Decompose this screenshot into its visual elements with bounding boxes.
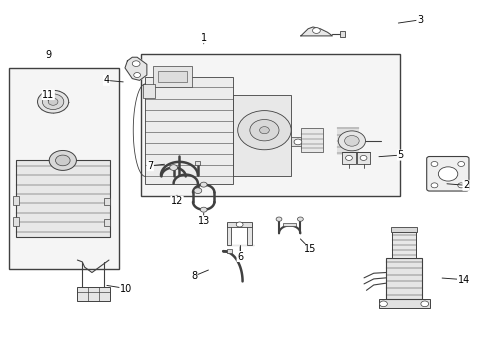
Bar — [391, 227, 417, 231]
Bar — [342, 152, 356, 164]
Bar — [226, 222, 252, 227]
Circle shape — [38, 90, 69, 113]
Bar — [392, 231, 416, 258]
Circle shape — [43, 94, 64, 109]
Circle shape — [297, 217, 303, 221]
Circle shape — [132, 61, 140, 67]
Bar — [291, 137, 308, 146]
Bar — [104, 219, 110, 226]
Text: 12: 12 — [171, 196, 183, 206]
Circle shape — [421, 301, 429, 307]
Bar — [233, 95, 291, 176]
Circle shape — [345, 156, 352, 161]
Circle shape — [250, 120, 279, 141]
Bar — [141, 54, 400, 196]
Text: 4: 4 — [103, 75, 110, 85]
Circle shape — [431, 162, 438, 166]
Polygon shape — [125, 57, 147, 80]
Circle shape — [458, 183, 465, 188]
Bar — [227, 249, 232, 253]
Circle shape — [260, 127, 270, 134]
Circle shape — [431, 183, 438, 188]
Circle shape — [170, 165, 177, 170]
Circle shape — [313, 28, 320, 33]
Bar — [386, 258, 422, 299]
Bar — [196, 161, 200, 165]
Bar — [143, 84, 155, 98]
Text: 5: 5 — [397, 150, 404, 160]
Circle shape — [360, 156, 367, 161]
Circle shape — [55, 155, 70, 166]
Bar — [283, 223, 296, 226]
FancyBboxPatch shape — [427, 157, 469, 191]
Circle shape — [338, 131, 366, 151]
Text: 8: 8 — [191, 271, 197, 281]
Bar — [153, 66, 192, 87]
Text: 11: 11 — [42, 90, 54, 100]
Bar — [226, 224, 231, 245]
Bar — [16, 161, 110, 237]
Bar — [337, 127, 359, 155]
Bar — [146, 77, 233, 184]
Bar — [77, 287, 110, 301]
Circle shape — [49, 150, 76, 170]
Bar — [379, 299, 430, 308]
Circle shape — [200, 207, 207, 212]
Bar — [247, 224, 252, 245]
Circle shape — [458, 162, 465, 166]
Circle shape — [48, 98, 58, 105]
Bar — [301, 129, 323, 152]
Text: 15: 15 — [304, 244, 317, 255]
Bar — [340, 31, 344, 37]
Text: 13: 13 — [197, 216, 210, 226]
Bar — [9, 68, 119, 269]
Text: 1: 1 — [200, 33, 207, 43]
Text: 3: 3 — [417, 15, 423, 25]
Text: 6: 6 — [237, 252, 243, 261]
Circle shape — [200, 182, 207, 187]
Polygon shape — [301, 27, 332, 36]
Text: 9: 9 — [45, 50, 51, 60]
Circle shape — [236, 222, 243, 227]
Circle shape — [134, 72, 141, 77]
Bar — [357, 152, 370, 164]
Bar — [13, 196, 19, 205]
Circle shape — [294, 139, 302, 145]
Text: 14: 14 — [458, 275, 470, 285]
Text: 10: 10 — [120, 284, 132, 293]
Circle shape — [194, 188, 202, 194]
Bar — [158, 72, 187, 82]
Text: 7: 7 — [147, 161, 153, 171]
Text: 2: 2 — [463, 180, 469, 190]
Circle shape — [380, 301, 388, 307]
Circle shape — [344, 135, 359, 146]
Circle shape — [276, 217, 282, 221]
Bar — [104, 198, 110, 205]
Circle shape — [439, 167, 458, 181]
Circle shape — [238, 111, 291, 150]
Bar — [13, 217, 19, 226]
